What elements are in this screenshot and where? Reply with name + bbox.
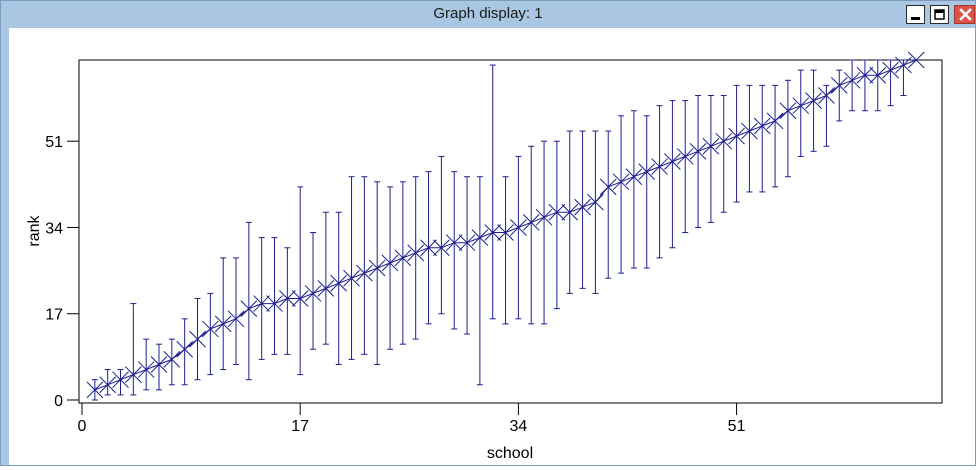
data-point-marker (394, 249, 412, 267)
data-point-marker (150, 356, 168, 373)
data-point-marker (124, 366, 142, 383)
data-point-marker (792, 97, 810, 115)
data-point-marker (561, 203, 579, 221)
data-point-marker (741, 122, 758, 140)
data-point-marker (176, 340, 194, 358)
data-point-marker (715, 132, 733, 150)
data-point-marker (356, 264, 373, 282)
data-point-marker (368, 259, 386, 277)
data-point-marker (818, 87, 835, 104)
data-point-marker (856, 66, 874, 84)
data-point-marker (227, 310, 245, 328)
data-point-marker (445, 234, 463, 252)
data-point-marker (830, 77, 848, 94)
data-point-marker (253, 295, 271, 312)
data-point-marker (86, 381, 104, 399)
data-point-marker (766, 112, 784, 130)
data-point-marker (201, 320, 219, 338)
data-point-marker (651, 158, 668, 175)
data-point-marker (548, 203, 566, 221)
graph-client-area: 0 17 34 51 0 17 34 51 school rank (9, 28, 975, 465)
y-tick-label: 17 (45, 307, 63, 324)
y-axis-ticks: 0 17 34 51 (45, 134, 79, 410)
data-point-marker (304, 285, 322, 302)
x-tick-label: 0 (78, 418, 87, 435)
data-point-marker (291, 290, 309, 307)
window-title: Graph display: 1 (433, 5, 543, 22)
data-point-marker (664, 153, 681, 170)
data-point-marker (317, 280, 335, 297)
data-point-marker (381, 254, 399, 272)
data-point-marker (907, 51, 925, 69)
data-point-marker (895, 56, 912, 74)
data-point-marker (882, 61, 899, 79)
y-tick-label: 0 (54, 393, 63, 410)
close-icon (959, 8, 972, 21)
data-point-marker (587, 193, 604, 211)
data-point-marker (510, 219, 527, 236)
plot-frame (78, 59, 943, 404)
x-tick-label: 34 (509, 418, 527, 435)
close-button[interactable] (954, 5, 975, 24)
rank-by-school-chart: 0 17 34 51 0 17 34 51 school rank (26, 51, 943, 462)
x-tick-label: 17 (291, 418, 309, 435)
data-point-marker (702, 137, 720, 155)
data-point-marker (599, 178, 617, 196)
data-point-marker (805, 92, 822, 109)
data-point-marker (676, 148, 694, 165)
data-point-marker (484, 224, 502, 241)
x-tick-label: 51 (728, 418, 746, 435)
data-point-marker (471, 229, 489, 246)
data-point-marker (574, 198, 591, 216)
data-point-marker (753, 117, 771, 135)
data-point-marker (612, 173, 630, 191)
y-tick-label: 51 (45, 134, 63, 151)
y-tick-label: 34 (45, 220, 63, 237)
data-point-marker (112, 371, 129, 389)
data-point-marker (420, 239, 437, 257)
data-point-marker (497, 224, 514, 241)
chart-marks (86, 51, 925, 401)
data-point-marker (189, 330, 206, 348)
data-point-marker (266, 295, 283, 312)
maximize-button[interactable] (930, 5, 949, 24)
data-point-marker (638, 163, 656, 180)
maximize-icon (934, 9, 945, 20)
data-point-marker (728, 127, 745, 145)
minimize-icon (911, 17, 920, 20)
data-point-marker (535, 208, 553, 226)
data-point-marker (458, 234, 476, 252)
data-point-marker (214, 315, 232, 333)
data-point-marker (433, 239, 450, 257)
data-point-marker (522, 214, 540, 231)
data-point-marker (625, 168, 643, 186)
data-point-marker (689, 142, 707, 160)
data-point-marker (279, 290, 296, 307)
data-point-marker (99, 376, 117, 394)
data-point-marker (137, 361, 155, 378)
data-point-marker (330, 274, 348, 292)
x-axis-ticks: 0 17 34 51 (78, 403, 746, 435)
x-axis-label: school (487, 445, 533, 462)
y-axis-label: rank (26, 214, 43, 246)
window-titlebar[interactable]: Graph display: 1 (1, 1, 975, 27)
data-point-marker (163, 351, 181, 368)
data-point-marker (869, 66, 887, 84)
data-point-marker (779, 102, 797, 120)
data-point-marker (843, 71, 861, 89)
data-point-marker (343, 269, 360, 287)
data-point-marker (407, 244, 425, 262)
data-point-marker (240, 300, 258, 318)
minimize-button[interactable] (906, 5, 925, 24)
